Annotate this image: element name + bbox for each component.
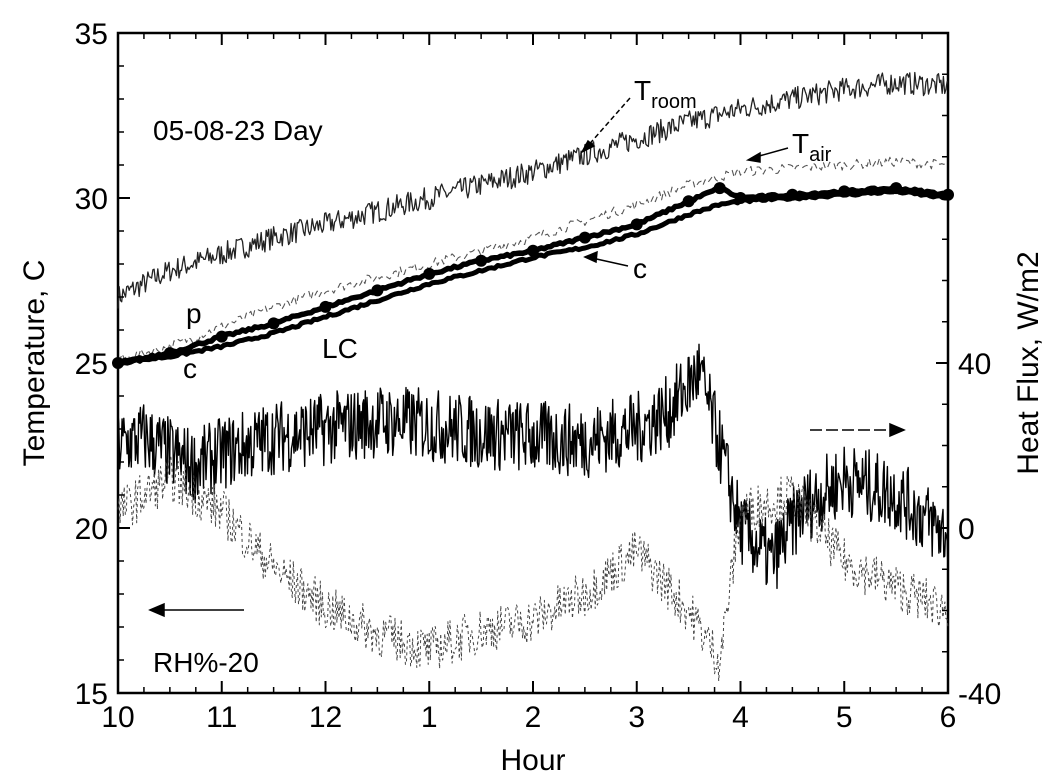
series-c_lower [116,187,947,367]
c-upper-point [423,267,436,280]
tair-label: Tair [792,128,832,166]
left-axis-arrow [148,602,244,618]
x-tick-label: 4 [732,701,749,734]
x-tick-label: 5 [836,701,853,734]
x-tick-label: 3 [628,701,645,734]
series-rh [117,456,949,682]
series-c_upper-line [116,184,947,366]
c-upper-label: c [633,253,647,284]
series-heat_flux [117,343,949,590]
tair-label-main: T [792,128,809,159]
y-tick-label: 35 [75,18,108,51]
y2-axis-title: Heat Flux, W/m2 [1012,251,1044,474]
series-heat_flux-line [117,343,949,590]
x-tick-label: 11 [206,701,237,734]
c-lower-label: c [183,353,197,384]
c-upper-point [371,284,384,297]
series-troom [117,71,948,309]
y-tick-label: 20 [75,513,108,546]
troom-label-main: T [634,75,651,106]
troom-label-sub: room [651,91,697,113]
date-annotation: 05-08-23 Day [153,115,323,146]
troom-label: Troom [634,75,697,113]
lc-label: LC [322,333,358,364]
y2-tick-label: 40 [958,348,991,381]
series-c_lower-line [116,187,947,367]
x-tick-label: 12 [309,701,342,734]
x-axis-title: Hour [500,744,565,777]
p-label: p [186,298,202,329]
right-axis-arrow [810,422,906,438]
c-upper-point [475,254,488,267]
y2-tick-label: -40 [958,678,1001,711]
troom-arrow [580,97,631,154]
c-upper-point [630,218,643,231]
x-tick-label: 2 [525,701,542,734]
c-upper-point [319,300,332,313]
c-upper-point [215,330,228,343]
y2-tick-label: 0 [958,513,975,546]
tair-label-sub: air [809,144,832,166]
rh-label: RH%-20 [153,647,259,678]
tair-arrow [745,147,789,163]
c-upper-point [267,317,280,330]
x-tick-label: 6 [940,701,957,734]
c-upper-point [713,182,726,195]
y-tick-label: 15 [75,678,108,711]
x-tick-label: 10 [101,701,134,734]
y-tick-label: 25 [75,348,108,381]
x-tick-label: 1 [421,701,438,734]
c-upper-arrow [583,250,629,267]
y-axis-title: Temperature, C [18,260,51,467]
series-rh-line [117,456,949,682]
c-upper-point [578,231,591,244]
c-upper-point [527,244,539,257]
c-upper-point [682,195,695,208]
series-layer [112,71,954,682]
series-troom-line [117,71,948,309]
y-tick-label: 30 [75,183,108,216]
